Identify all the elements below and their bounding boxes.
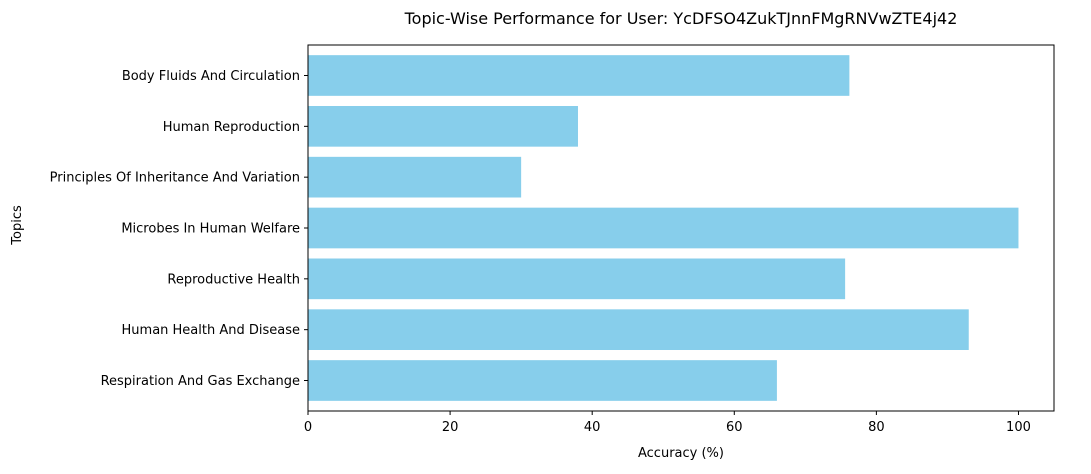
x-axis-label: Accuracy (%) bbox=[638, 446, 724, 461]
bar-1 bbox=[308, 106, 578, 147]
y-tick-label-4: Reproductive Health bbox=[167, 272, 300, 287]
chart-title: Topic-Wise Performance for User: YcDFSO4… bbox=[404, 9, 958, 28]
bar-3 bbox=[308, 207, 1019, 249]
y-tick-label-2: Principles Of Inheritance And Variation bbox=[50, 171, 300, 186]
x-tick-label-4: 80 bbox=[868, 420, 885, 435]
y-tick-label-3: Microbes In Human Welfare bbox=[121, 222, 300, 237]
x-tick-label-5: 100 bbox=[1006, 420, 1031, 435]
x-tick-label-3: 60 bbox=[726, 420, 743, 435]
x-tick-label-2: 40 bbox=[584, 420, 601, 435]
bar-2 bbox=[308, 156, 522, 198]
ticks-layer: Body Fluids And Circulation Human Reprodu… bbox=[50, 69, 1031, 435]
y-axis-label: Topics bbox=[10, 205, 25, 246]
y-tick-label-5: Human Health And Disease bbox=[122, 323, 300, 338]
bar-5 bbox=[308, 309, 969, 350]
x-tick-label-1: 20 bbox=[442, 420, 459, 435]
bar-0 bbox=[308, 55, 850, 96]
bar-4 bbox=[308, 258, 846, 300]
y-tick-label-0: Body Fluids And Circulation bbox=[122, 69, 300, 84]
y-tick-label-1: Human Reproduction bbox=[163, 120, 300, 135]
x-tick-label-0: 0 bbox=[304, 420, 312, 435]
bars-layer bbox=[308, 55, 1019, 401]
y-tick-label-6: Respiration And Gas Exchange bbox=[101, 374, 300, 389]
bar-6 bbox=[308, 360, 777, 401]
